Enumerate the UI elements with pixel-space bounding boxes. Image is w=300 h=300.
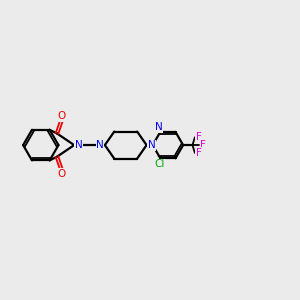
Text: N: N bbox=[148, 140, 155, 150]
Text: O: O bbox=[57, 169, 65, 179]
Text: F: F bbox=[196, 132, 202, 142]
Text: N: N bbox=[155, 122, 163, 132]
Text: F: F bbox=[200, 140, 206, 150]
Text: F: F bbox=[196, 148, 202, 158]
Text: N: N bbox=[75, 140, 83, 150]
Text: O: O bbox=[57, 111, 65, 121]
Text: N: N bbox=[96, 140, 104, 150]
Text: Cl: Cl bbox=[154, 159, 164, 170]
